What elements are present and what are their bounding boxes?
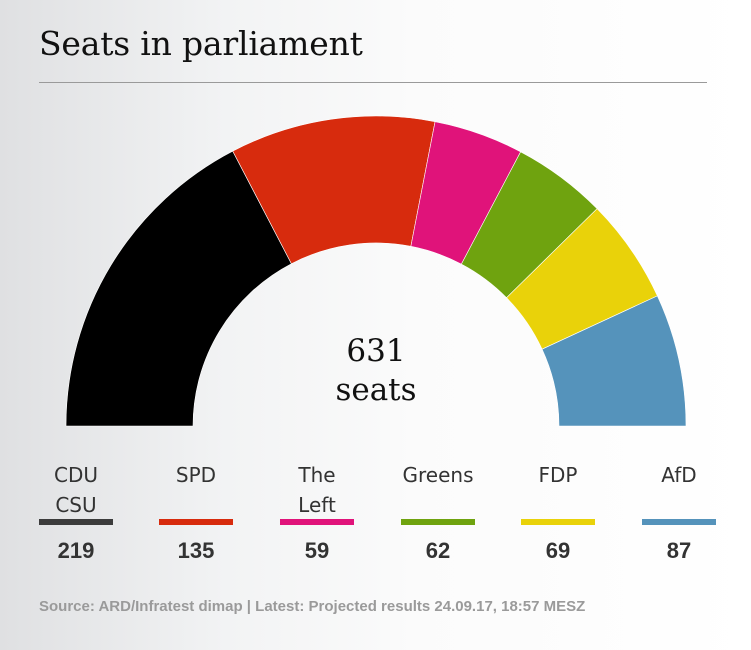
chart-title: Seats in parliament — [39, 24, 363, 63]
legend-label: SPD — [175, 463, 217, 487]
legend-seat-count: 62 — [425, 538, 451, 563]
seat-chart — [65, 115, 687, 427]
legend-label: AfD — [661, 463, 697, 487]
legend-swatch — [159, 519, 233, 525]
legend-swatch — [39, 519, 113, 525]
legend-swatch — [280, 519, 354, 525]
legend-swatch — [401, 519, 475, 525]
legend-swatch — [521, 519, 595, 525]
title-divider — [39, 82, 707, 83]
legend-label: CDU CSU — [53, 463, 98, 517]
legend-seat-count: 69 — [545, 538, 571, 563]
legend-seat-count: 135 — [177, 538, 215, 563]
legend-label: Greens — [402, 463, 474, 487]
seat-segment-1 — [65, 150, 292, 427]
total-seats-unit: seats — [335, 372, 417, 408]
legend-label: The Left — [298, 463, 336, 517]
total-seats-number: 631 — [346, 333, 406, 369]
source-note: Source: ARD/Infratest dimap | Latest: Pr… — [39, 598, 586, 615]
legend-seat-count: 219 — [57, 538, 95, 563]
legend-seat-count: 87 — [666, 538, 692, 563]
legend-swatch — [642, 519, 716, 525]
seat-segment-6 — [541, 295, 687, 427]
legend-label: FDP — [538, 463, 578, 487]
legend-seat-count: 59 — [304, 538, 330, 563]
